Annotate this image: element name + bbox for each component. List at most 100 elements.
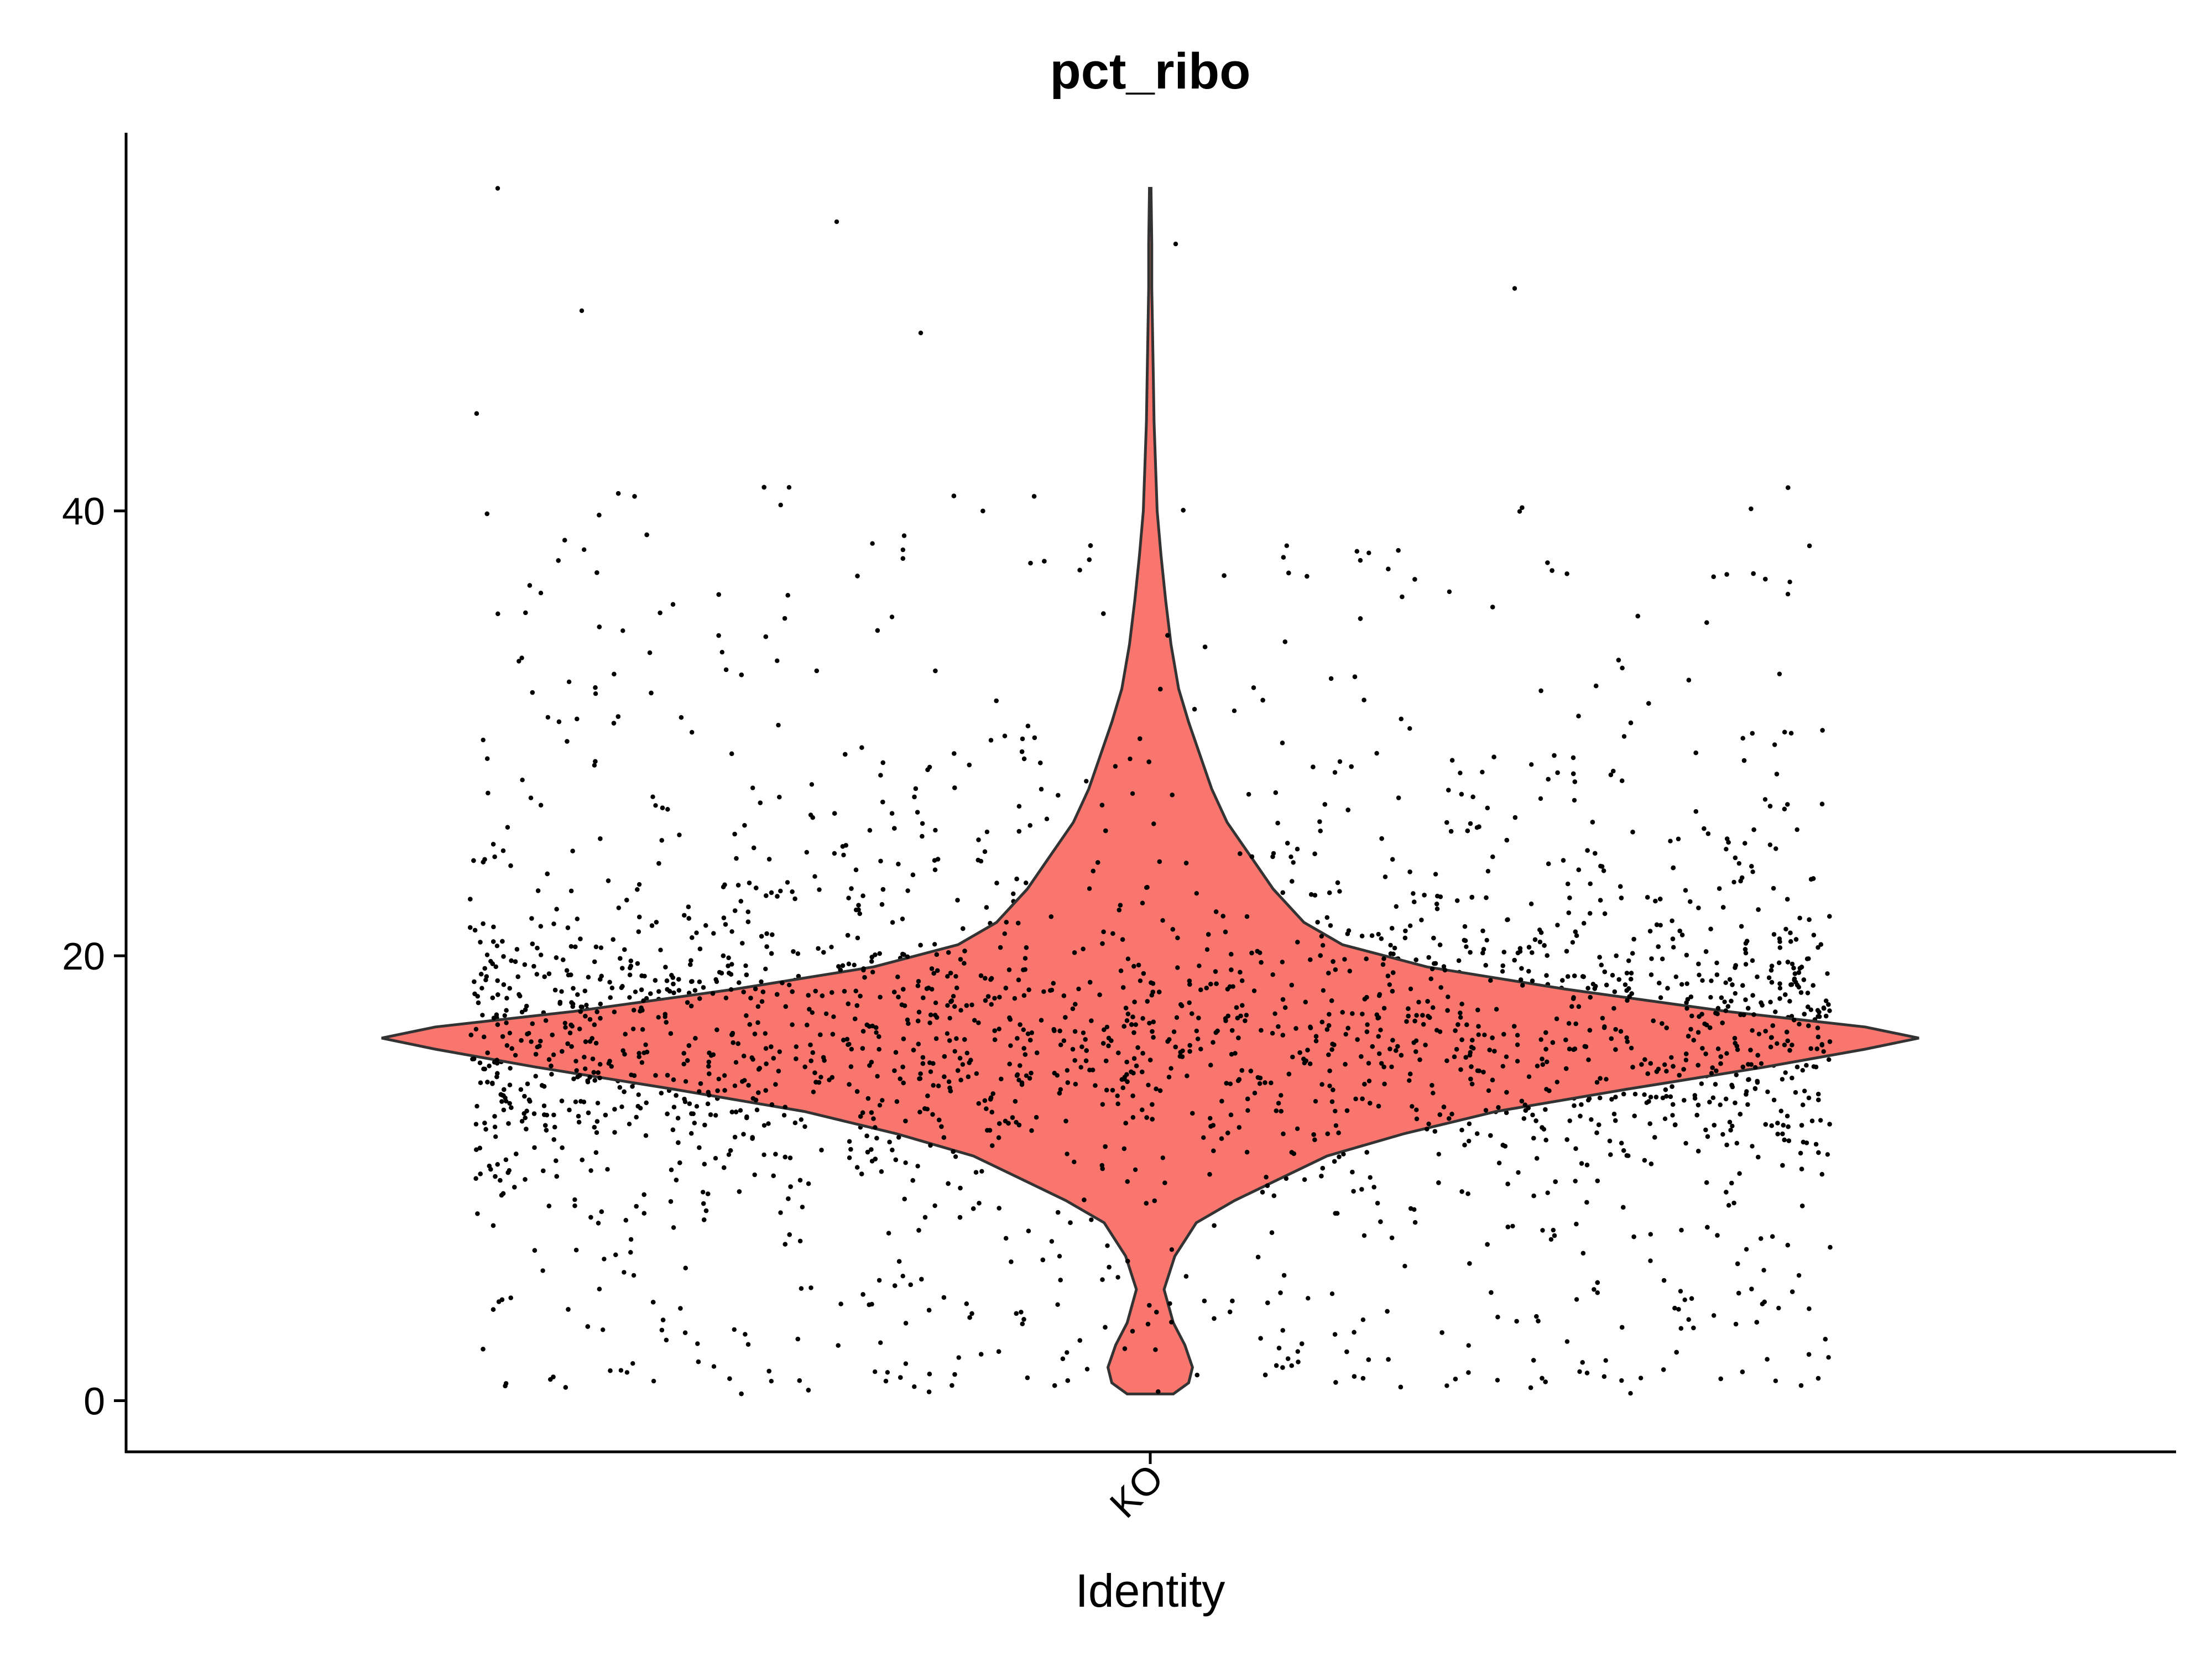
data-point <box>528 1099 533 1104</box>
data-point <box>1730 982 1735 987</box>
data-point <box>1101 611 1106 616</box>
data-point <box>1160 918 1165 923</box>
data-point <box>571 986 576 991</box>
data-point <box>1531 1194 1536 1199</box>
data-point <box>1573 1179 1578 1184</box>
data-point <box>1551 1227 1556 1233</box>
data-point <box>1755 975 1760 980</box>
data-point <box>1291 860 1296 865</box>
data-point <box>619 985 624 991</box>
data-point <box>1826 1002 1831 1007</box>
data-point <box>953 974 958 979</box>
data-point <box>1752 1086 1758 1091</box>
data-point <box>622 1270 627 1275</box>
data-point <box>1555 770 1560 775</box>
data-point <box>744 1116 749 1121</box>
data-point <box>1408 923 1413 929</box>
data-point <box>1777 936 1782 941</box>
data-point <box>1750 1028 1755 1033</box>
data-point <box>750 785 755 790</box>
data-point <box>1604 1077 1609 1082</box>
data-point <box>659 838 664 843</box>
data-point <box>915 1164 920 1169</box>
data-point <box>1088 543 1093 548</box>
data-point <box>568 888 574 894</box>
data-point <box>1530 950 1535 955</box>
data-point <box>1065 1350 1070 1355</box>
data-point <box>572 1197 577 1202</box>
data-point <box>1603 1358 1608 1363</box>
data-point <box>1693 809 1698 814</box>
data-point <box>841 852 846 858</box>
data-point <box>1466 1343 1471 1348</box>
data-point <box>1411 891 1416 896</box>
data-point <box>483 1127 488 1132</box>
data-point <box>1773 846 1778 851</box>
data-point <box>1130 791 1135 796</box>
data-point <box>1796 1273 1802 1278</box>
data-point <box>1662 1062 1667 1067</box>
data-point <box>1389 1064 1394 1070</box>
data-point <box>1327 1083 1332 1088</box>
data-point <box>890 1148 895 1153</box>
data-point <box>1794 827 1799 832</box>
data-point <box>1402 935 1408 941</box>
data-point <box>878 1340 883 1345</box>
data-point <box>519 1119 525 1124</box>
data-point <box>484 952 490 957</box>
data-point <box>523 610 528 616</box>
data-point <box>1642 1158 1647 1163</box>
data-point <box>1731 879 1736 885</box>
data-point <box>1041 989 1046 994</box>
data-point <box>1040 1257 1046 1263</box>
data-point <box>1288 855 1293 859</box>
data-point <box>660 1317 666 1322</box>
data-point <box>1280 960 1285 965</box>
data-point <box>636 1092 641 1097</box>
data-point <box>1777 960 1782 966</box>
data-point <box>792 1121 798 1126</box>
data-point <box>520 778 525 783</box>
data-point <box>1258 1336 1263 1341</box>
data-point <box>1629 977 1634 982</box>
data-point <box>769 1379 774 1384</box>
data-point <box>1078 1065 1083 1070</box>
data-point <box>508 863 513 868</box>
data-point <box>474 1103 479 1109</box>
data-point <box>1500 969 1505 974</box>
data-point <box>481 737 486 743</box>
data-point <box>571 1076 576 1081</box>
data-point <box>1052 1383 1057 1388</box>
data-point <box>1399 716 1404 722</box>
data-point <box>1584 1163 1590 1168</box>
data-point <box>702 1161 707 1166</box>
data-point <box>1333 1108 1338 1114</box>
data-point <box>823 1011 829 1017</box>
data-point <box>1485 869 1491 874</box>
data-point <box>1446 994 1451 999</box>
data-point <box>1777 981 1782 986</box>
data-point <box>853 867 859 873</box>
data-point <box>1343 1031 1348 1037</box>
data-point <box>1246 792 1251 797</box>
data-point <box>877 951 882 956</box>
data-point <box>671 990 676 996</box>
data-point <box>1021 756 1027 762</box>
data-point <box>843 752 848 757</box>
data-point <box>873 1125 878 1130</box>
data-point <box>1548 1237 1554 1242</box>
data-point <box>831 1014 836 1019</box>
data-point <box>956 1355 961 1360</box>
data-point <box>667 989 672 994</box>
data-point <box>1811 932 1817 937</box>
data-point <box>477 1145 482 1150</box>
data-point <box>1648 1258 1653 1263</box>
data-point <box>875 1074 880 1079</box>
data-point <box>1743 962 1749 967</box>
data-point <box>1543 1138 1548 1143</box>
data-point <box>960 1062 966 1067</box>
data-point <box>694 1104 700 1109</box>
data-point <box>1459 1128 1464 1133</box>
data-point <box>1725 1004 1731 1009</box>
data-point <box>812 874 817 879</box>
